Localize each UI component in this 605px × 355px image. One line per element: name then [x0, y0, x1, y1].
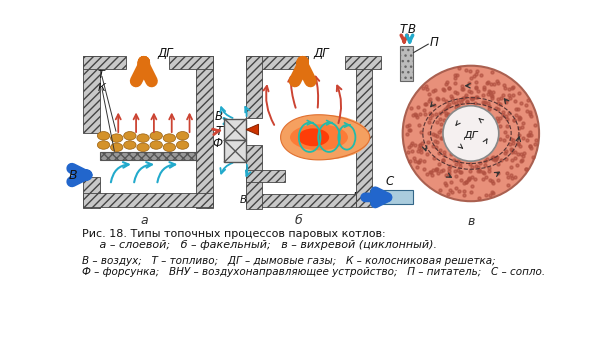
Ellipse shape: [150, 132, 162, 140]
Ellipse shape: [111, 143, 123, 152]
Text: ДГ: ДГ: [157, 47, 172, 60]
Bar: [246, 145, 261, 178]
Bar: [246, 56, 261, 118]
Bar: [224, 140, 246, 162]
Ellipse shape: [177, 141, 189, 149]
Circle shape: [443, 106, 499, 161]
Text: а – слоевой;   б – факельный;   в – вихревой (циклонный).: а – слоевой; б – факельный; в – вихревой…: [82, 240, 437, 250]
Text: а: а: [140, 214, 148, 226]
Text: ВНУ: ВНУ: [240, 196, 261, 206]
Ellipse shape: [150, 141, 162, 149]
Bar: [345, 56, 381, 69]
Bar: [83, 193, 213, 207]
Bar: [224, 119, 246, 140]
Text: б: б: [294, 214, 302, 226]
Bar: [83, 56, 100, 133]
Bar: [100, 152, 196, 160]
Polygon shape: [281, 115, 370, 160]
Text: Ф – форсунка;   ВНУ – воздухонаправляющее устройство;   П – питатель;   С – сопл: Ф – форсунка; ВНУ – воздухонаправляющее …: [82, 267, 545, 278]
Ellipse shape: [137, 143, 149, 152]
Text: П: П: [430, 36, 439, 49]
Bar: [169, 56, 213, 69]
Ellipse shape: [123, 141, 136, 149]
Text: ДГ: ДГ: [313, 47, 329, 60]
Text: В: В: [407, 23, 415, 36]
Ellipse shape: [137, 134, 149, 142]
Text: В: В: [215, 110, 223, 123]
Text: Т: Т: [97, 70, 104, 80]
Text: В: В: [353, 191, 361, 204]
Text: В: В: [68, 169, 77, 181]
Bar: [356, 56, 371, 207]
Bar: [83, 178, 100, 208]
Circle shape: [403, 66, 539, 201]
Text: Т: Т: [216, 125, 223, 138]
Text: Т: Т: [400, 23, 407, 36]
Ellipse shape: [123, 132, 136, 140]
Ellipse shape: [97, 132, 110, 140]
Ellipse shape: [163, 134, 175, 142]
Ellipse shape: [97, 141, 110, 149]
Bar: [401, 47, 413, 81]
Ellipse shape: [177, 132, 189, 140]
Ellipse shape: [163, 143, 175, 152]
Bar: [246, 178, 261, 209]
Bar: [246, 194, 356, 207]
Bar: [83, 56, 126, 69]
Text: дг: дг: [463, 127, 479, 140]
Bar: [246, 56, 308, 69]
Bar: [246, 170, 285, 182]
Text: в: в: [467, 215, 474, 228]
Text: Ф: Ф: [213, 137, 223, 150]
Text: Рис. 18. Типы топочных процессов паровых котлов:: Рис. 18. Типы топочных процессов паровых…: [82, 229, 385, 239]
Ellipse shape: [281, 115, 370, 160]
Text: В – воздух;   Т – топливо;   ДГ – дымовые газы;   К – колосниковая решетка;: В – воздух; Т – топливо; ДГ – дымовые га…: [82, 256, 495, 266]
Bar: [370, 190, 413, 204]
Polygon shape: [246, 124, 258, 135]
Text: С: С: [385, 175, 393, 188]
Ellipse shape: [290, 124, 348, 150]
Bar: [196, 56, 213, 208]
Ellipse shape: [111, 134, 123, 142]
Text: К: К: [97, 83, 105, 93]
Ellipse shape: [298, 129, 329, 146]
